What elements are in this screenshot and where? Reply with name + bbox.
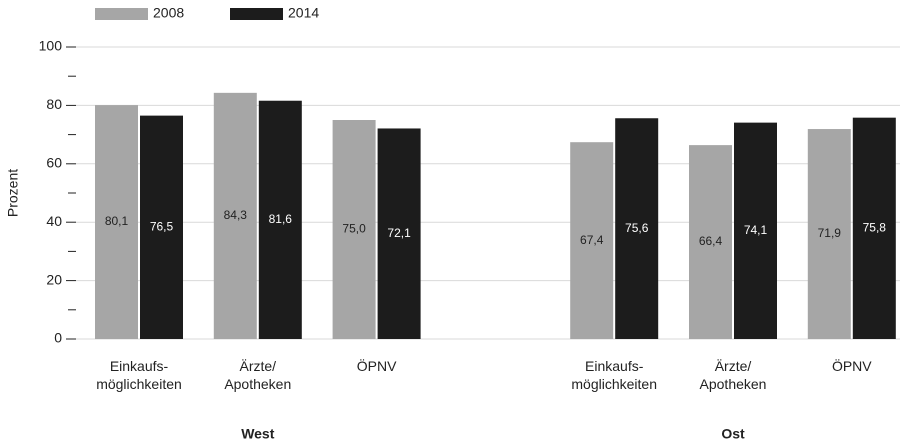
bar-value-label: 72,1 [387, 226, 411, 240]
y-tick-label: 0 [54, 330, 62, 346]
bar [852, 117, 896, 339]
bar-value-label: 71,9 [818, 226, 842, 240]
bar [95, 105, 138, 339]
x-tick-label: ÖPNV [832, 357, 872, 374]
group-label: Ost [721, 426, 745, 442]
bar [734, 122, 777, 340]
legend-label: 2008 [153, 5, 184, 21]
bar [615, 118, 659, 339]
bar [332, 120, 376, 339]
x-tick-label: Einkaufs-möglichkeiten [571, 358, 657, 392]
bar [213, 92, 257, 340]
bar-value-label: 81,6 [269, 212, 293, 226]
bar-value-label: 84,3 [224, 208, 248, 222]
y-tick-label: 20 [46, 271, 62, 287]
y-tick-label: 80 [46, 96, 62, 112]
x-tick-label: Einkaufs-möglichkeiten [96, 358, 182, 392]
y-tick-label: 100 [39, 38, 63, 54]
bar-value-label: 75,8 [863, 221, 887, 235]
bar-value-label: 74,1 [744, 223, 768, 237]
y-tick-label: 60 [46, 155, 62, 171]
bar-value-label: 75,0 [342, 222, 366, 236]
legend-label: 2014 [288, 5, 319, 21]
legend-swatch [95, 8, 148, 20]
bar-value-label: 80,1 [105, 214, 129, 228]
bar [807, 129, 851, 339]
y-tick-label: 40 [46, 213, 62, 229]
bar [689, 145, 732, 339]
bar-value-label: 76,5 [150, 219, 174, 233]
bar-value-label: 75,6 [625, 221, 649, 235]
bar-value-label: 67,4 [580, 233, 604, 247]
group-label: West [241, 426, 275, 442]
bar-value-label: 66,4 [699, 234, 723, 248]
bar [377, 128, 421, 339]
x-tick-label: Ärzte/Apotheken [224, 358, 291, 392]
x-tick-label: ÖPNV [357, 357, 397, 374]
bar [570, 142, 614, 339]
bar [140, 115, 183, 340]
bar [258, 100, 302, 339]
legend-swatch [230, 8, 283, 20]
y-axis-label: Prozent [5, 169, 21, 217]
x-tick-label: Ärzte/Apotheken [700, 358, 767, 392]
